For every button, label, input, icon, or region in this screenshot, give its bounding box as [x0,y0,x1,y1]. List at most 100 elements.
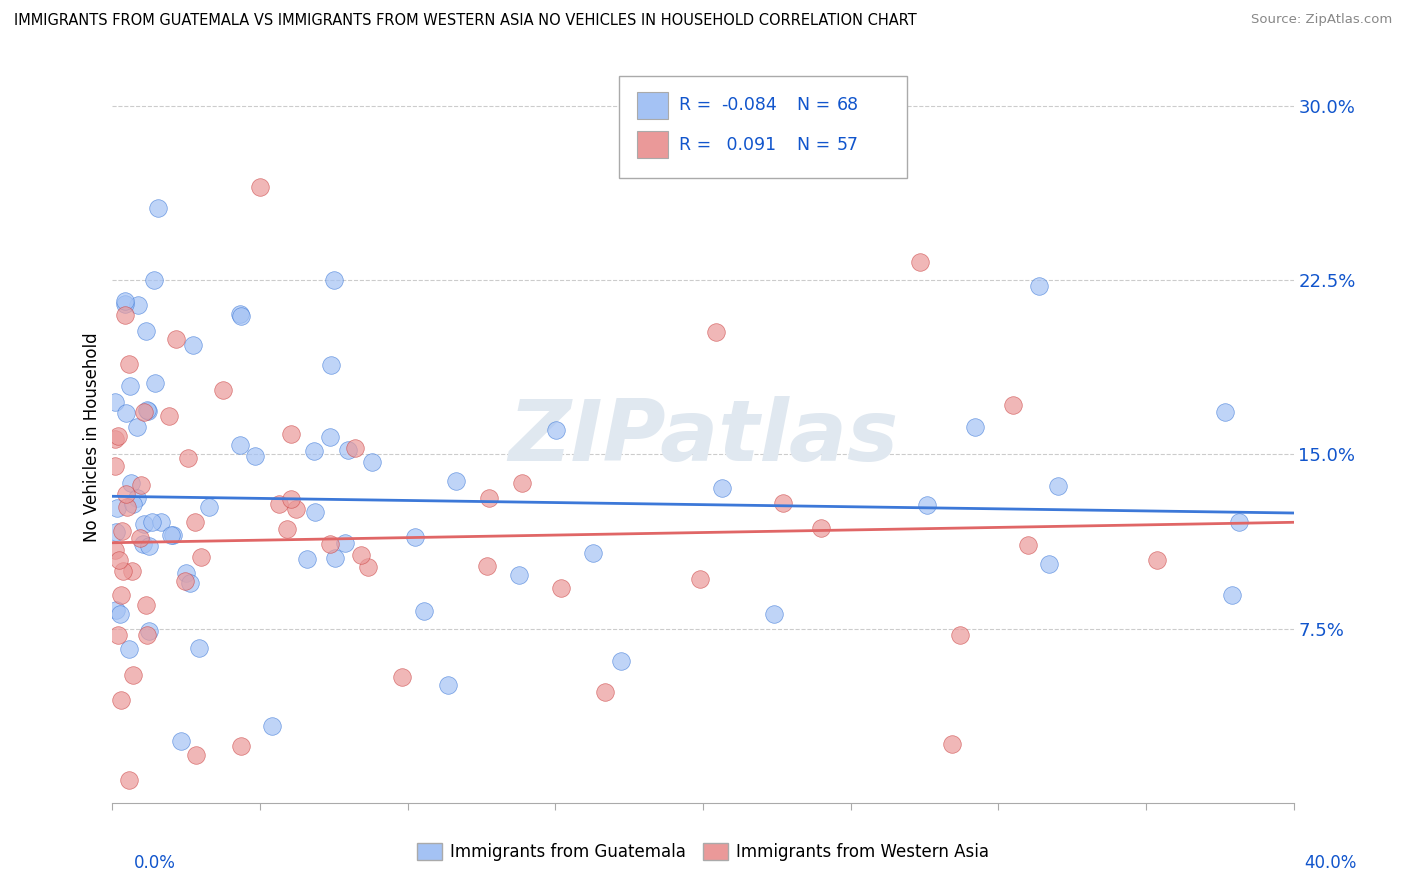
Point [1213,405,1236,419]
Text: R =: R = [679,136,717,153]
Point [711,481,734,495]
Point [323,551,346,566]
Point [170,733,193,747]
Point [1038,558,1060,572]
Point [138,404,160,418]
Point [1017,538,1039,552]
Point [127,419,149,434]
Point [177,451,200,466]
Point [165,332,187,346]
Point [908,255,931,269]
Point [134,516,156,531]
Point [1222,588,1244,602]
Point [105,501,128,516]
Point [111,564,134,578]
Point [179,576,201,591]
Point [174,566,197,580]
Point [105,525,128,540]
Point [249,179,271,194]
Point [436,678,458,692]
Point [105,603,128,617]
Point [160,528,183,542]
Point [965,420,987,434]
Point [136,403,159,417]
Point [550,582,572,596]
Point [190,549,212,564]
Point [121,497,143,511]
Point [510,475,533,490]
Text: 57: 57 [837,136,859,153]
Point [404,530,426,544]
Point [114,309,136,323]
Point [110,588,132,602]
Point [108,607,131,622]
Point [184,516,207,530]
Point [142,273,165,287]
Point [915,498,938,512]
Point [941,737,963,751]
Point [763,607,786,621]
Point [107,429,129,443]
Text: 0.091: 0.091 [721,136,776,153]
Point [350,548,373,562]
Point [115,500,138,515]
Point [110,693,132,707]
Text: IMMIGRANTS FROM GUATEMALA VS IMMIGRANTS FROM WESTERN ASIA NO VEHICLES IN HOUSEHO: IMMIGRANTS FROM GUATEMALA VS IMMIGRANTS … [14,13,917,29]
Point [322,273,344,287]
Point [117,772,139,787]
Point [174,574,197,588]
Point [284,502,307,516]
Point [129,531,152,545]
Point [104,458,127,473]
Point [143,376,166,390]
Point [229,438,252,452]
Point [772,496,794,510]
Point [188,641,211,656]
Point [104,543,127,558]
Point [1146,553,1168,567]
Point [582,546,605,560]
Point [141,515,163,529]
Point [610,654,633,668]
Point [115,406,138,420]
Point [115,487,138,501]
Point [104,432,127,446]
Text: R =: R = [679,96,717,114]
Text: ZIPatlas: ZIPatlas [508,395,898,479]
Point [135,598,157,612]
Point [319,430,342,444]
Point [146,202,169,216]
Text: -0.084: -0.084 [721,96,778,114]
Point [150,515,173,529]
Point [157,409,180,423]
Point [1227,515,1250,529]
Point [689,572,711,586]
Point [302,444,325,458]
Point [229,307,252,321]
Point [810,521,832,535]
Y-axis label: No Vehicles in Household: No Vehicles in Household [83,332,101,542]
Point [704,325,727,339]
Point [114,297,136,311]
Point [125,491,148,506]
Point [138,624,160,638]
Point [412,604,434,618]
Point [336,442,359,457]
Point [508,567,530,582]
Point [260,718,283,732]
Point [121,564,143,578]
Point [478,491,501,505]
Text: 68: 68 [837,96,859,114]
Point [132,405,155,419]
Point [949,628,972,642]
Point [319,537,342,551]
Point [104,395,127,409]
Point [118,642,141,657]
Text: N =: N = [797,136,837,153]
Point [118,378,141,392]
Point [1028,279,1050,293]
Point [198,500,221,515]
Text: Source: ZipAtlas.com: Source: ZipAtlas.com [1251,13,1392,27]
Point [127,298,149,312]
Point [280,427,302,442]
